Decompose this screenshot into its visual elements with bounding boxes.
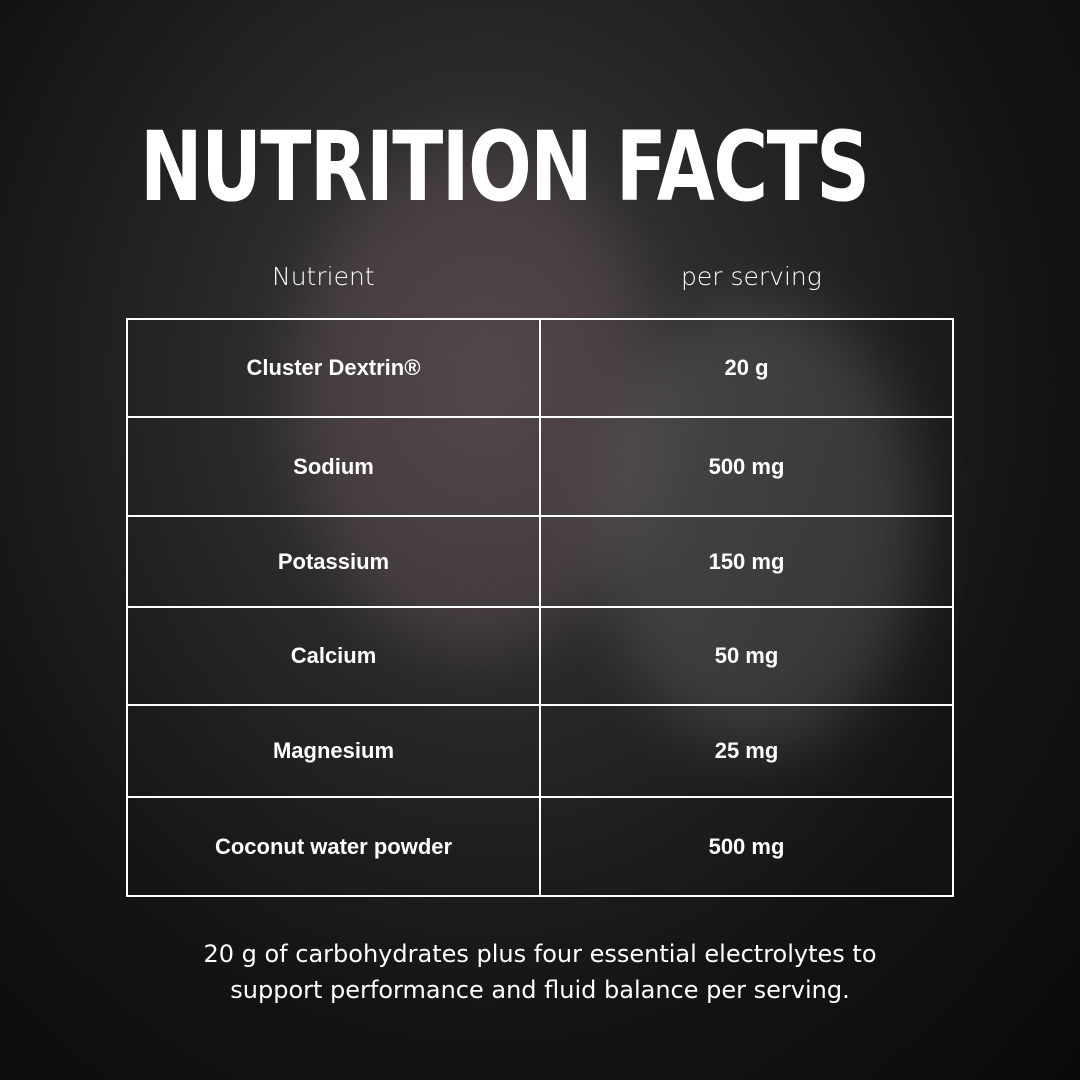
amount-cell: 500 mg — [539, 416, 954, 517]
nutrient-cell: Magnesium — [126, 704, 541, 798]
amount-cell: 50 mg — [539, 606, 954, 706]
column-header-nutrient: Nutrient — [272, 262, 375, 291]
table-row: Calcium 50 mg — [126, 606, 954, 706]
nutrition-table: Cluster Dextrin® 20 g Sodium 500 mg Potass… — [126, 318, 954, 897]
nutrient-cell: Potassium — [126, 515, 541, 608]
table-row: Cluster Dextrin® 20 g — [126, 318, 954, 418]
nutrient-cell: Coconut water powder — [126, 796, 541, 897]
table-row: Sodium 500 mg — [126, 416, 954, 517]
footer-text: 20 g of carbohydrates plus four essentia… — [0, 936, 1080, 1008]
nutrient-cell: Cluster Dextrin® — [126, 318, 541, 418]
nutrient-cell: Calcium — [126, 606, 541, 706]
amount-cell: 25 mg — [539, 704, 954, 798]
amount-cell: 20 g — [539, 318, 954, 418]
column-header-per-serving: per serving — [681, 262, 822, 291]
amount-cell: 500 mg — [539, 796, 954, 897]
page-title: NUTRITION FACTS — [140, 111, 870, 223]
nutrient-cell: Sodium — [126, 416, 541, 517]
table-row: Coconut water powder 500 mg — [126, 796, 954, 897]
amount-cell: 150 mg — [539, 515, 954, 608]
table-row: Magnesium 25 mg — [126, 704, 954, 798]
footer-line: 20 g of carbohydrates plus four essentia… — [203, 940, 877, 968]
table-row: Potassium 150 mg — [126, 515, 954, 608]
footer-line: support performance and fluid balance pe… — [230, 976, 850, 1004]
